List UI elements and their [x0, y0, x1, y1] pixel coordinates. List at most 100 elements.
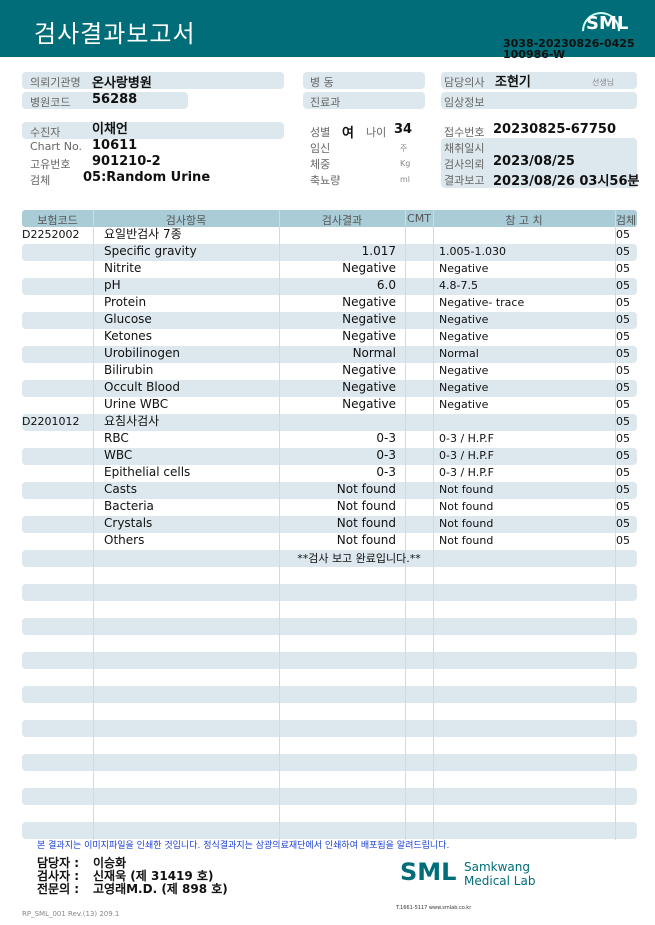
receipt-label: 접수번호	[444, 126, 485, 139]
cell-ref: Not found	[439, 534, 494, 547]
col-ref: 참 고 치	[505, 214, 543, 227]
info-bg	[441, 72, 637, 89]
cell-spc: 05	[616, 466, 630, 479]
col-cmt: CMT	[407, 212, 431, 225]
cell-result: Negative	[342, 312, 396, 326]
weight-unit: Kg	[400, 159, 411, 168]
cell-item: Occult Blood	[104, 380, 180, 394]
cell-spc: 05	[616, 330, 630, 343]
col-item: 검사항목	[165, 214, 207, 227]
table-row: Crystals Not found Not found 05	[0, 515, 655, 532]
cell-spc: 05	[616, 534, 630, 547]
sex-label: 성별	[310, 126, 331, 139]
cell-ref: Not found	[439, 500, 494, 513]
col-code: 보험코드	[37, 214, 78, 227]
age-value: 34	[394, 122, 413, 137]
chart-label: Chart No.	[30, 140, 82, 153]
notice-text: 본 결과지는 이미지파일을 인쇄한 것입니다. 정식결과지는 삼광의료재단에서 …	[37, 841, 450, 851]
ward-label: 병 동	[310, 76, 334, 89]
cell-result: Normal	[352, 346, 396, 360]
doc-no-line2: 100986-W	[503, 48, 566, 61]
cell-item: RBC	[104, 431, 129, 445]
cell-item: Specific gravity	[104, 244, 197, 258]
cell-ref: Negative- trace	[439, 296, 525, 309]
institution-value: 온사랑병원	[92, 76, 152, 91]
table-row: Bacteria Not found Not found 05	[0, 498, 655, 515]
cell-spc: 05	[616, 228, 630, 241]
completion-row: **검사 보고 완료입니다.**	[0, 550, 655, 567]
cell-ref: 0-3 / H.P.F	[439, 449, 494, 462]
cell-item: Ketones	[104, 329, 152, 343]
doctor-label: 담당의사	[444, 76, 485, 89]
row-stripe	[22, 652, 637, 669]
info-bg	[303, 92, 425, 109]
row-stripe	[22, 482, 637, 499]
divider	[433, 210, 434, 840]
lab-name: Samkwang Medical Lab	[464, 860, 535, 888]
cell-item: 요일반검사 7종	[104, 227, 182, 241]
cell-ref: Not found	[439, 517, 494, 530]
weight-label: 체중	[310, 158, 331, 171]
doctor-value: 조현기	[495, 75, 531, 90]
info-bg	[22, 92, 188, 109]
row-stripe	[22, 346, 637, 363]
cell-item: 요침사검사	[104, 414, 160, 428]
cell-result: Negative	[342, 380, 396, 394]
cell-item: Crystals	[104, 516, 153, 530]
row-stripe	[22, 618, 637, 635]
cell-item: pH	[104, 278, 121, 292]
table-row: Nitrite Negative Negative 05	[0, 260, 655, 277]
info-bg	[22, 122, 284, 139]
table-row: Casts Not found Not found 05	[0, 481, 655, 498]
cell-item: Protein	[104, 295, 147, 309]
clinical-label: 임상정보	[444, 96, 485, 109]
cell-ref: Normal	[439, 347, 479, 360]
table-row: Occult Blood Negative Negative 05	[0, 379, 655, 396]
cell-ref: 0-3 / H.P.F	[439, 466, 494, 479]
id-label: 고유번호	[30, 158, 71, 171]
lab-name-line1: Samkwang	[464, 860, 530, 874]
hospital-code-label: 병원코드	[30, 96, 71, 109]
doctor-suffix: 선생님	[592, 78, 615, 87]
cell-spc: 05	[616, 364, 630, 377]
cell-result: Not found	[336, 482, 396, 496]
cell-item: Glucose	[104, 312, 152, 326]
cell-item: Casts	[104, 482, 137, 496]
row-stripe	[22, 380, 637, 397]
row-stripe	[22, 822, 637, 839]
specialist-label: 전문의 :	[37, 882, 80, 896]
row-stripe	[22, 788, 637, 805]
cell-item: Urine WBC	[104, 397, 169, 411]
table-row: Bilirubin Negative Negative 05	[0, 362, 655, 379]
report-label: 결과보고	[444, 174, 485, 187]
cell-spc: 05	[616, 296, 630, 309]
cell-spc: 05	[616, 449, 630, 462]
cell-result: Not found	[336, 499, 396, 513]
lab-name-line2: Medical Lab	[464, 874, 536, 888]
doc-no-line1: 3038-20230826-0425	[503, 37, 635, 50]
cell-ref: 1.005-1.030	[439, 245, 506, 258]
completion-text: **검사 보고 완료입니다.**	[297, 552, 421, 565]
table-row: D2252002 요일반검사 7종 05	[0, 226, 655, 243]
chart-value: 10611	[92, 138, 138, 153]
table-row: D2201012 요침사검사 05	[0, 413, 655, 430]
cell-code: D2201012	[22, 415, 80, 428]
manager-value: 이승화	[93, 856, 127, 870]
hospital-code-value: 56288	[92, 92, 138, 107]
cell-spc: 05	[616, 279, 630, 292]
info-bg	[441, 138, 637, 188]
divider	[93, 210, 94, 840]
document-number: 3038-20230826-0425 100986-W	[503, 38, 635, 60]
cell-spc: 05	[616, 483, 630, 496]
urine-label: 축뇨량	[310, 174, 341, 187]
col-result: 검사결과	[321, 214, 363, 227]
lab-logo: SML	[400, 858, 457, 886]
cell-spc: 05	[616, 517, 630, 530]
tester-value: 신재욱 (제 31419 호)	[93, 869, 214, 883]
cell-result: Negative	[342, 363, 396, 377]
collect-label: 채취일시	[444, 142, 485, 155]
lab-contact: T.1661-5117 www.smlab.co.kr	[396, 905, 472, 911]
cell-ref: Negative	[439, 313, 489, 326]
specimen-label: 검체	[30, 174, 51, 187]
cell-code: D2252002	[22, 228, 80, 241]
